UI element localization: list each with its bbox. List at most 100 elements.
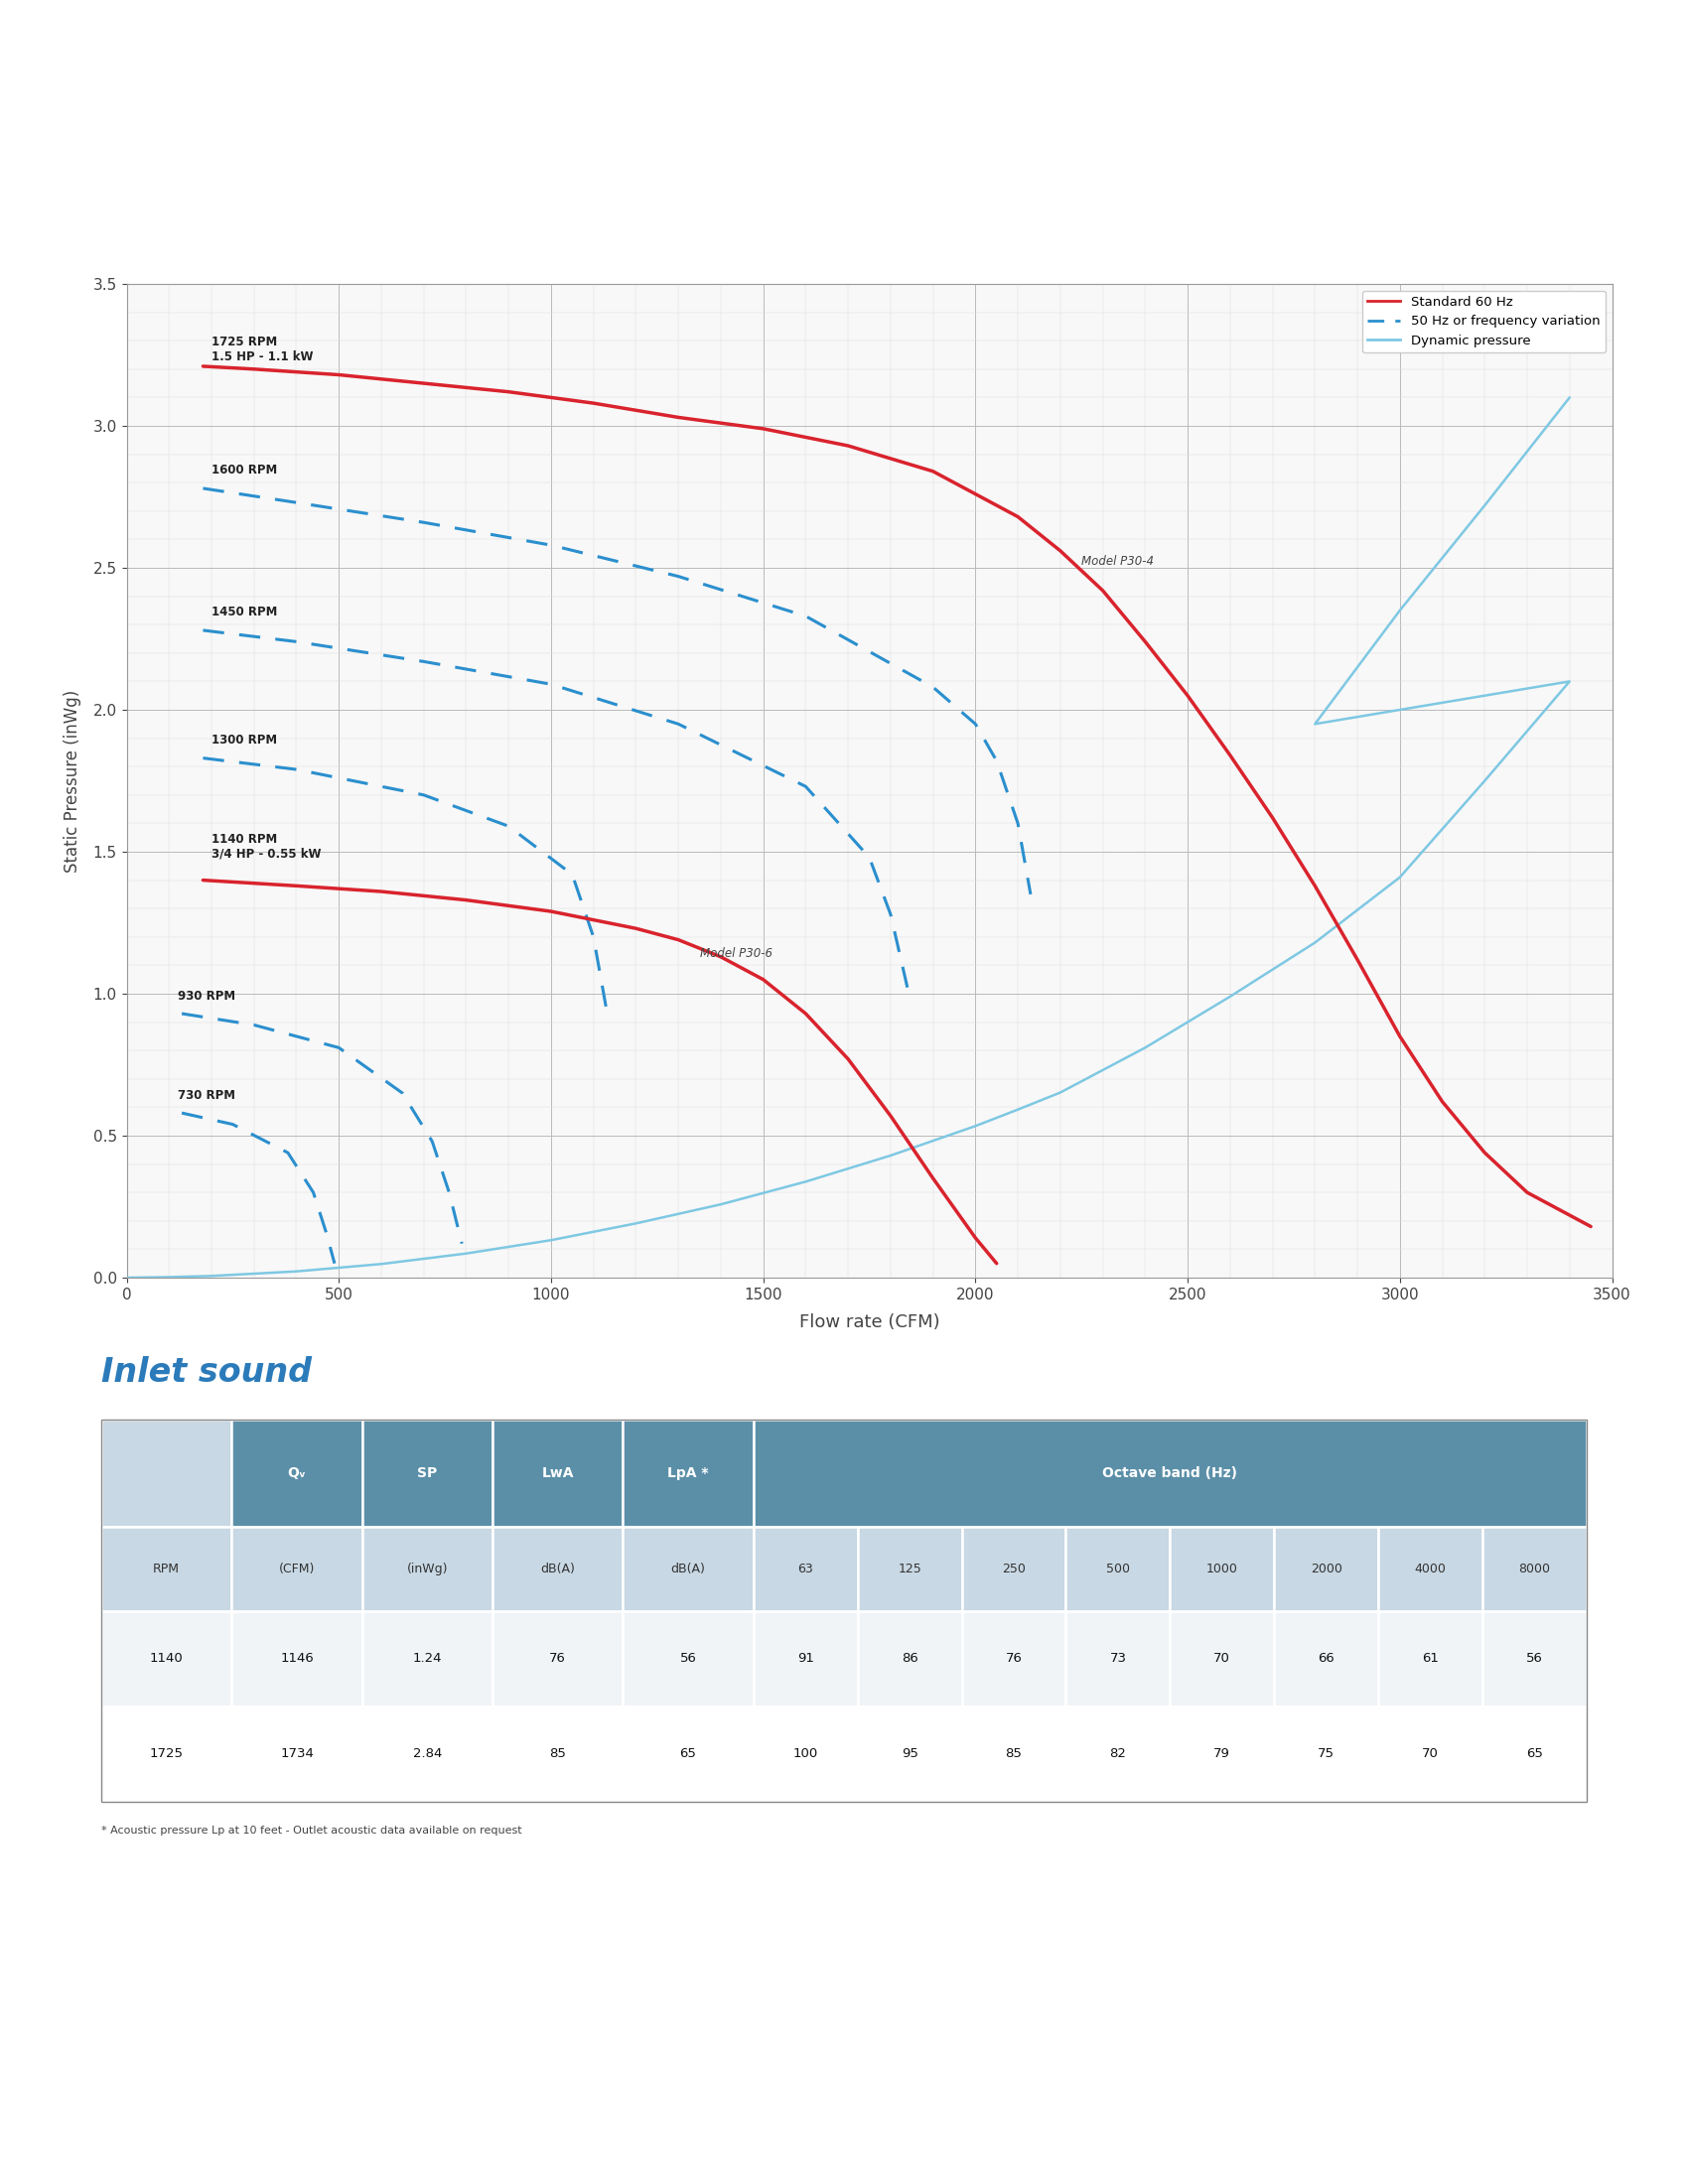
Bar [493, 1527, 623, 1612]
Text: 4000: 4000 [1415, 1562, 1447, 1575]
Text: 125: 125 [898, 1562, 922, 1575]
Text: 500: 500 [1106, 1562, 1129, 1575]
Bar [1482, 1706, 1587, 1802]
Text: 63: 63 [798, 1562, 814, 1575]
Bar [1065, 1612, 1170, 1706]
Text: 65: 65 [1526, 1747, 1543, 1760]
Bar [493, 1420, 623, 1527]
Text: Inlet sound: Inlet sound [101, 1356, 312, 1389]
Bar [1379, 1612, 1482, 1706]
Bar [1170, 1612, 1274, 1706]
Bar [101, 1706, 231, 1802]
Text: dB(A): dB(A) [670, 1562, 706, 1575]
Text: Model P30-6: Model P30-6 [699, 946, 771, 959]
Text: (CFM): (CFM) [279, 1562, 316, 1575]
Text: 91: 91 [797, 1651, 814, 1664]
Bar [101, 1612, 231, 1706]
Text: 73: 73 [1109, 1651, 1126, 1664]
Text: 70: 70 [1421, 1747, 1438, 1760]
Text: 56: 56 [1526, 1651, 1543, 1664]
Text: (inWg): (inWg) [407, 1562, 447, 1575]
Text: 1000: 1000 [1207, 1562, 1237, 1575]
Bar [962, 1706, 1065, 1802]
Text: RPM: RPM [154, 1562, 181, 1575]
X-axis label: Flow rate (CFM): Flow rate (CFM) [798, 1313, 940, 1330]
Text: 1734: 1734 [280, 1747, 314, 1760]
Text: 1.24: 1.24 [412, 1651, 442, 1664]
Bar [623, 1527, 753, 1612]
Bar [363, 1612, 493, 1706]
Text: 86: 86 [901, 1651, 918, 1664]
Text: 76: 76 [549, 1651, 565, 1664]
Bar [858, 1706, 962, 1802]
Text: PLASTEC 30: PLASTEC 30 [982, 81, 1629, 173]
Text: 1146: 1146 [280, 1651, 314, 1664]
Text: Octave band (Hz): Octave band (Hz) [1102, 1465, 1237, 1481]
Text: 82: 82 [1109, 1747, 1126, 1760]
Text: 56: 56 [680, 1651, 697, 1664]
Text: 100: 100 [793, 1747, 819, 1760]
Bar [1274, 1706, 1379, 1802]
Text: 70: 70 [1214, 1651, 1231, 1664]
Text: 1140: 1140 [150, 1651, 184, 1664]
Text: 730 RPM: 730 RPM [177, 1088, 235, 1101]
Bar [231, 1612, 363, 1706]
Text: dB(A): dB(A) [540, 1562, 576, 1575]
Text: 65: 65 [680, 1747, 697, 1760]
Text: LpA *: LpA * [667, 1465, 709, 1481]
Text: Qᵥ: Qᵥ [287, 1465, 306, 1481]
Bar [493, 1612, 623, 1706]
Bar [493, 1706, 623, 1802]
Bar [231, 1527, 363, 1612]
Bar [623, 1420, 753, 1527]
Bar [623, 1706, 753, 1802]
Bar [753, 1612, 858, 1706]
Bar [231, 1706, 363, 1802]
Bar [858, 1612, 962, 1706]
Bar [1274, 1527, 1379, 1612]
Bar [962, 1612, 1065, 1706]
Text: SP: SP [417, 1465, 437, 1481]
Text: 1450 RPM: 1450 RPM [211, 605, 277, 618]
Bar [753, 1420, 1587, 1527]
Bar [1274, 1612, 1379, 1706]
Text: 1300 RPM: 1300 RPM [211, 734, 277, 747]
Y-axis label: Static Pressure (inWg): Static Pressure (inWg) [64, 690, 81, 871]
Bar [1379, 1706, 1482, 1802]
Bar [101, 1527, 231, 1612]
Text: 930 RPM: 930 RPM [177, 989, 235, 1002]
Text: 1600 RPM: 1600 RPM [211, 463, 277, 476]
Bar [858, 1527, 962, 1612]
Text: Model P30-4: Model P30-4 [1082, 555, 1155, 568]
Text: 75: 75 [1318, 1747, 1335, 1760]
Text: 1725 RPM
1.5 HP - 1.1 kW: 1725 RPM 1.5 HP - 1.1 kW [211, 336, 314, 363]
Text: 2.84: 2.84 [414, 1747, 442, 1760]
Bar [1482, 1527, 1587, 1612]
Bar [623, 1612, 753, 1706]
Text: 85: 85 [549, 1747, 565, 1760]
Bar [1065, 1527, 1170, 1612]
Bar [363, 1420, 493, 1527]
Text: * Acoustic pressure Lp at 10 feet - Outlet acoustic data available on request: * Acoustic pressure Lp at 10 feet - Outl… [101, 1826, 522, 1835]
Text: 250: 250 [1003, 1562, 1026, 1575]
Text: 61: 61 [1421, 1651, 1438, 1664]
Bar [1065, 1706, 1170, 1802]
Text: LwA: LwA [542, 1465, 574, 1481]
Bar [962, 1527, 1065, 1612]
Bar [1170, 1706, 1274, 1802]
Text: 1140 RPM
3/4 HP - 0.55 kW: 1140 RPM 3/4 HP - 0.55 kW [211, 832, 321, 860]
Legend: Standard 60 Hz, 50 Hz or frequency variation, Dynamic pressure: Standard 60 Hz, 50 Hz or frequency varia… [1362, 290, 1605, 354]
Bar [363, 1527, 493, 1612]
Bar [101, 1420, 231, 1527]
Text: 95: 95 [901, 1747, 918, 1760]
Text: 66: 66 [1318, 1651, 1335, 1664]
Text: 1725: 1725 [150, 1747, 184, 1760]
Bar [363, 1706, 493, 1802]
Bar [231, 1420, 363, 1527]
Text: 85: 85 [1006, 1747, 1023, 1760]
Text: 8000: 8000 [1519, 1562, 1551, 1575]
Text: 2000: 2000 [1310, 1562, 1342, 1575]
Bar [1170, 1527, 1274, 1612]
Bar [1482, 1612, 1587, 1706]
Bar [753, 1527, 858, 1612]
